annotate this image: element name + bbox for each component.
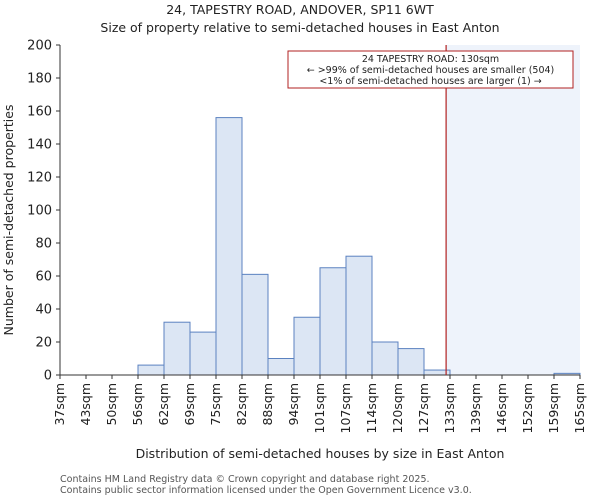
footer-licence: Contains public sector information licen… bbox=[60, 485, 472, 496]
x-tick-label: 82sqm bbox=[234, 383, 249, 426]
y-tick-label: 100 bbox=[27, 204, 52, 219]
y-tick-label: 120 bbox=[27, 171, 52, 186]
bar bbox=[163, 321, 191, 376]
y-tick-label: 180 bbox=[27, 72, 52, 87]
x-tick-label: 107sqm bbox=[338, 383, 353, 433]
chart-subtitle: Size of property relative to semi-detach… bbox=[100, 20, 500, 35]
bar bbox=[345, 255, 373, 376]
x-tick-label: 62sqm bbox=[156, 383, 171, 426]
annotation-smaller: ← >99% of semi-detached houses are small… bbox=[307, 65, 555, 76]
bar bbox=[267, 358, 295, 376]
x-tick-label: 127sqm bbox=[416, 383, 431, 433]
x-axis-label: Distribution of semi-detached houses by … bbox=[136, 446, 505, 461]
y-tick-label: 160 bbox=[27, 105, 52, 120]
x-tick-label: 50sqm bbox=[104, 383, 119, 426]
y-tick-label: 20 bbox=[35, 336, 52, 351]
y-tick-label: 140 bbox=[27, 138, 52, 153]
x-tick-label: 56sqm bbox=[130, 383, 145, 426]
x-tick-label: 139sqm bbox=[468, 383, 483, 433]
annotation-box bbox=[287, 50, 574, 89]
bar bbox=[137, 364, 165, 376]
bar bbox=[241, 273, 269, 376]
y-tick-label: 80 bbox=[35, 237, 52, 252]
bar bbox=[293, 316, 321, 376]
y-tick-label: 200 bbox=[27, 39, 52, 54]
y-axis-label: Number of semi-detached properties bbox=[1, 105, 16, 336]
y-tick-label: 0 bbox=[44, 369, 52, 384]
x-tick-label: 114sqm bbox=[364, 383, 379, 433]
y-tick-label: 40 bbox=[35, 303, 52, 318]
x-tick-label: 133sqm bbox=[442, 383, 457, 433]
x-tick-label: 88sqm bbox=[260, 383, 275, 426]
x-tick-label: 75sqm bbox=[208, 383, 223, 426]
annotation-larger: <1% of semi-detached houses are larger (… bbox=[319, 76, 541, 87]
x-tick-label: 101sqm bbox=[312, 383, 327, 433]
bar bbox=[397, 348, 425, 376]
bar bbox=[319, 267, 347, 376]
bar bbox=[215, 117, 243, 376]
footer-copyright: Contains HM Land Registry data © Crown c… bbox=[60, 474, 430, 485]
x-tick-label: 43sqm bbox=[78, 383, 93, 426]
x-tick-label: 159sqm bbox=[546, 383, 561, 433]
bar bbox=[371, 341, 399, 376]
x-tick-label: 37sqm bbox=[52, 383, 67, 426]
x-tick-label: 94sqm bbox=[286, 383, 301, 426]
x-tick-label: 165sqm bbox=[572, 383, 587, 433]
x-tick-label: 69sqm bbox=[182, 383, 197, 426]
annotation-title: 24 TAPESTRY ROAD: 130sqm bbox=[362, 54, 499, 65]
highlight-region bbox=[446, 45, 580, 375]
chart-title: 24, TAPESTRY ROAD, ANDOVER, SP11 6WT bbox=[166, 2, 434, 17]
x-tick-label: 146sqm bbox=[494, 383, 509, 433]
bar bbox=[189, 331, 217, 376]
x-tick-label: 152sqm bbox=[520, 383, 535, 433]
y-tick-label: 60 bbox=[35, 270, 52, 285]
x-tick-label: 120sqm bbox=[390, 383, 405, 433]
